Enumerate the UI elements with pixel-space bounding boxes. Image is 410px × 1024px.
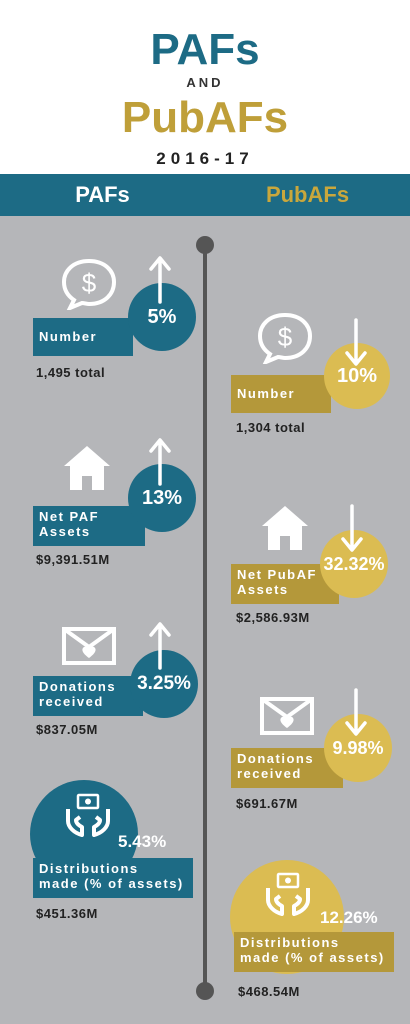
banner-right-label: PubAFs xyxy=(265,182,350,207)
pafs-donations-percent: 3.25% xyxy=(130,650,198,718)
house-icon xyxy=(62,444,112,492)
svg-text:$: $ xyxy=(82,268,97,298)
svg-text:$: $ xyxy=(278,322,293,352)
banner-left-label: PAFs xyxy=(75,182,130,207)
pafs-distributions-label-line2: made (% of assets) xyxy=(39,876,184,891)
pubafs-number-total: 1,304 total xyxy=(236,420,306,435)
pafs-number-total: 1,495 total xyxy=(36,365,106,380)
pafs-number-label: Number xyxy=(33,318,133,356)
arrow-up-icon xyxy=(148,254,172,304)
dollar-speech-bubble-icon: $ xyxy=(256,312,314,364)
envelope-heart-icon xyxy=(62,627,116,665)
pubafs-donations-percent: 9.98% xyxy=(324,714,392,782)
pafs-donations-label: Donations received xyxy=(33,676,143,716)
dollar-speech-bubble-icon: $ xyxy=(60,258,118,310)
pafs-number-percent: 5% xyxy=(128,283,196,351)
pubafs-assets-label-line2: Assets xyxy=(237,582,289,597)
pubafs-donations-total: $691.67M xyxy=(236,796,298,811)
pafs-distributions-percent: 5.43% xyxy=(118,832,167,851)
timeline-bottom-dot xyxy=(196,982,214,1000)
pafs-donations-label-line1: Donations xyxy=(39,679,117,694)
pubafs-distributions-total: $468.54M xyxy=(238,984,300,999)
pafs-assets-percent: 13% xyxy=(128,464,196,532)
pafs-assets-label: Net PAF Assets xyxy=(33,506,145,546)
timeline-line xyxy=(203,244,207,992)
title-year: 2016-17 xyxy=(156,149,254,168)
hands-money-icon xyxy=(64,793,112,837)
pafs-distributions-total: $451.36M xyxy=(36,906,98,921)
arrow-down-icon xyxy=(344,318,368,368)
pubafs-distributions-label: Distributions made (% of assets) xyxy=(234,932,394,972)
title-pubafs: PubAFs xyxy=(121,93,289,142)
timeline-top-dot xyxy=(196,236,214,254)
envelope-heart-icon xyxy=(260,697,314,735)
pubafs-distributions-label-line1: Distributions xyxy=(240,935,340,950)
column-banner: PAFs PubAFs xyxy=(0,174,410,216)
pubafs-number-label: Number xyxy=(231,375,331,413)
pubafs-assets-percent: 32.32% xyxy=(320,530,388,598)
pubafs-assets-total: $2,586.93M xyxy=(236,610,310,625)
pafs-distributions-label-line1: Distributions xyxy=(39,861,139,876)
pubafs-distributions-label-line2: made (% of assets) xyxy=(240,950,385,965)
arrow-up-icon xyxy=(148,620,172,670)
pafs-assets-total: $9,391.51M xyxy=(36,552,110,567)
pafs-donations-label-line2: received xyxy=(39,694,104,709)
pubafs-donations-label-line1: Donations xyxy=(237,751,315,766)
pafs-assets-label-line2: Assets xyxy=(39,524,91,539)
pafs-distributions-label: Distributions made (% of assets) xyxy=(33,858,193,898)
hands-money-icon xyxy=(264,872,312,916)
pafs-assets-label-line1: Net PAF xyxy=(39,509,100,524)
arrow-down-icon xyxy=(340,504,364,554)
pubafs-distributions-percent: 12.26% xyxy=(320,908,378,927)
title-pafs: PAFs xyxy=(150,25,260,74)
pafs-donations-total: $837.05M xyxy=(36,722,98,737)
header: PAFs AND PubAFs 2016-17 xyxy=(0,0,410,174)
arrow-up-icon xyxy=(148,436,172,486)
title-and: AND xyxy=(186,75,224,90)
pubafs-assets-label-line1: Net PubAF xyxy=(237,567,317,582)
arrow-down-icon xyxy=(344,688,368,738)
pubafs-donations-label-line2: received xyxy=(237,766,302,781)
house-icon xyxy=(260,504,310,552)
